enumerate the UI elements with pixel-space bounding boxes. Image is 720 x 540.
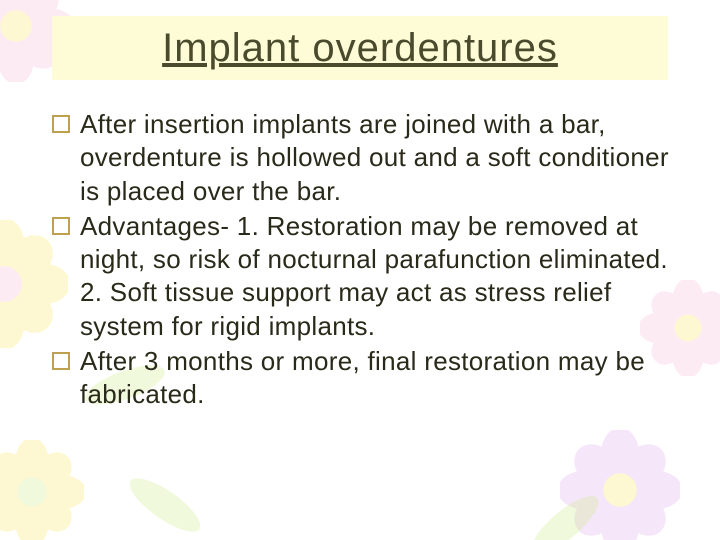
bullet-text: After insertion implants are joined with… [80, 108, 680, 208]
slide-title: Implant overdentures [162, 26, 558, 71]
bullet-square-icon [52, 352, 70, 370]
flower-icon [560, 430, 680, 540]
bullet-square-icon [52, 217, 70, 235]
bullet-square-icon [52, 115, 70, 133]
leaf-icon [120, 480, 210, 535]
slide-body: After insertion implants are joined with… [52, 108, 680, 413]
bullet-text: Advantages- 1. Restoration may be remove… [80, 210, 680, 343]
bullet-text: After 3 months or more, final restoratio… [80, 345, 680, 412]
flower-icon [0, 440, 84, 540]
bullet-item: After 3 months or more, final restoratio… [52, 345, 680, 412]
bullet-item: Advantages- 1. Restoration may be remove… [52, 210, 680, 343]
bullet-item: After insertion implants are joined with… [52, 108, 680, 208]
title-band: Implant overdentures [52, 16, 668, 80]
leaf-icon [520, 500, 610, 540]
